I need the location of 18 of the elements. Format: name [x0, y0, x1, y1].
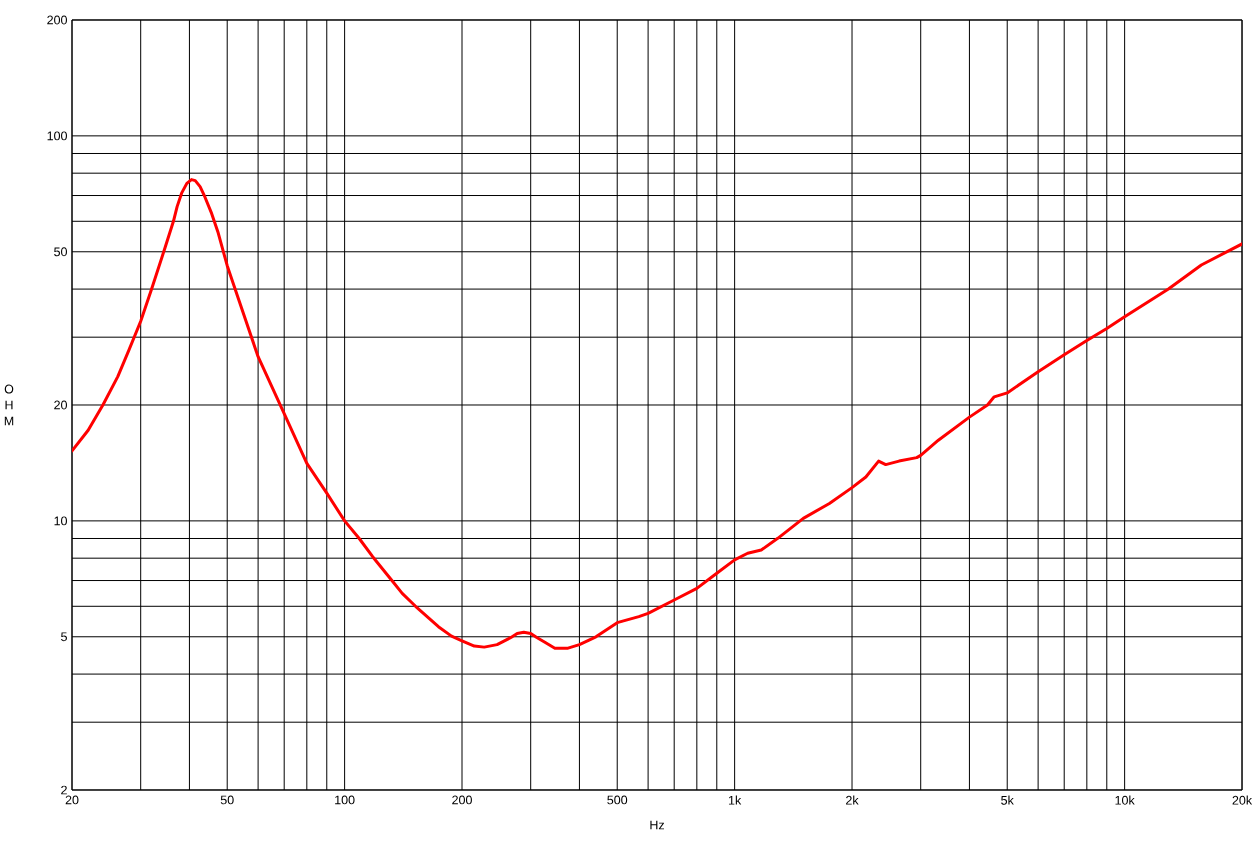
x-tick-label: 500	[607, 795, 628, 805]
y-tick-label: 200	[47, 15, 67, 25]
x-tick-label: 10k	[1115, 795, 1135, 805]
y-axis-title: OHM	[4, 384, 14, 426]
x-tick-label: 20k	[1232, 795, 1253, 805]
y-tick-label: 5	[61, 632, 67, 642]
x-tick-label: 1k	[728, 795, 742, 805]
x-tick-label: 100	[335, 795, 355, 805]
x-tick-label: 50	[220, 795, 234, 805]
x-tick-label: 5k	[1001, 795, 1014, 805]
x-axis-title: Hz	[650, 820, 665, 830]
x-tick-label: 200	[452, 795, 472, 805]
y-tick-label: 100	[47, 131, 67, 141]
y-tick-label: 10	[54, 516, 67, 526]
x-tick-label: 2k	[846, 795, 859, 805]
y-tick-label: 2	[61, 785, 67, 795]
y-tick-label: 50	[54, 247, 67, 257]
y-tick-label: 20	[54, 400, 67, 410]
